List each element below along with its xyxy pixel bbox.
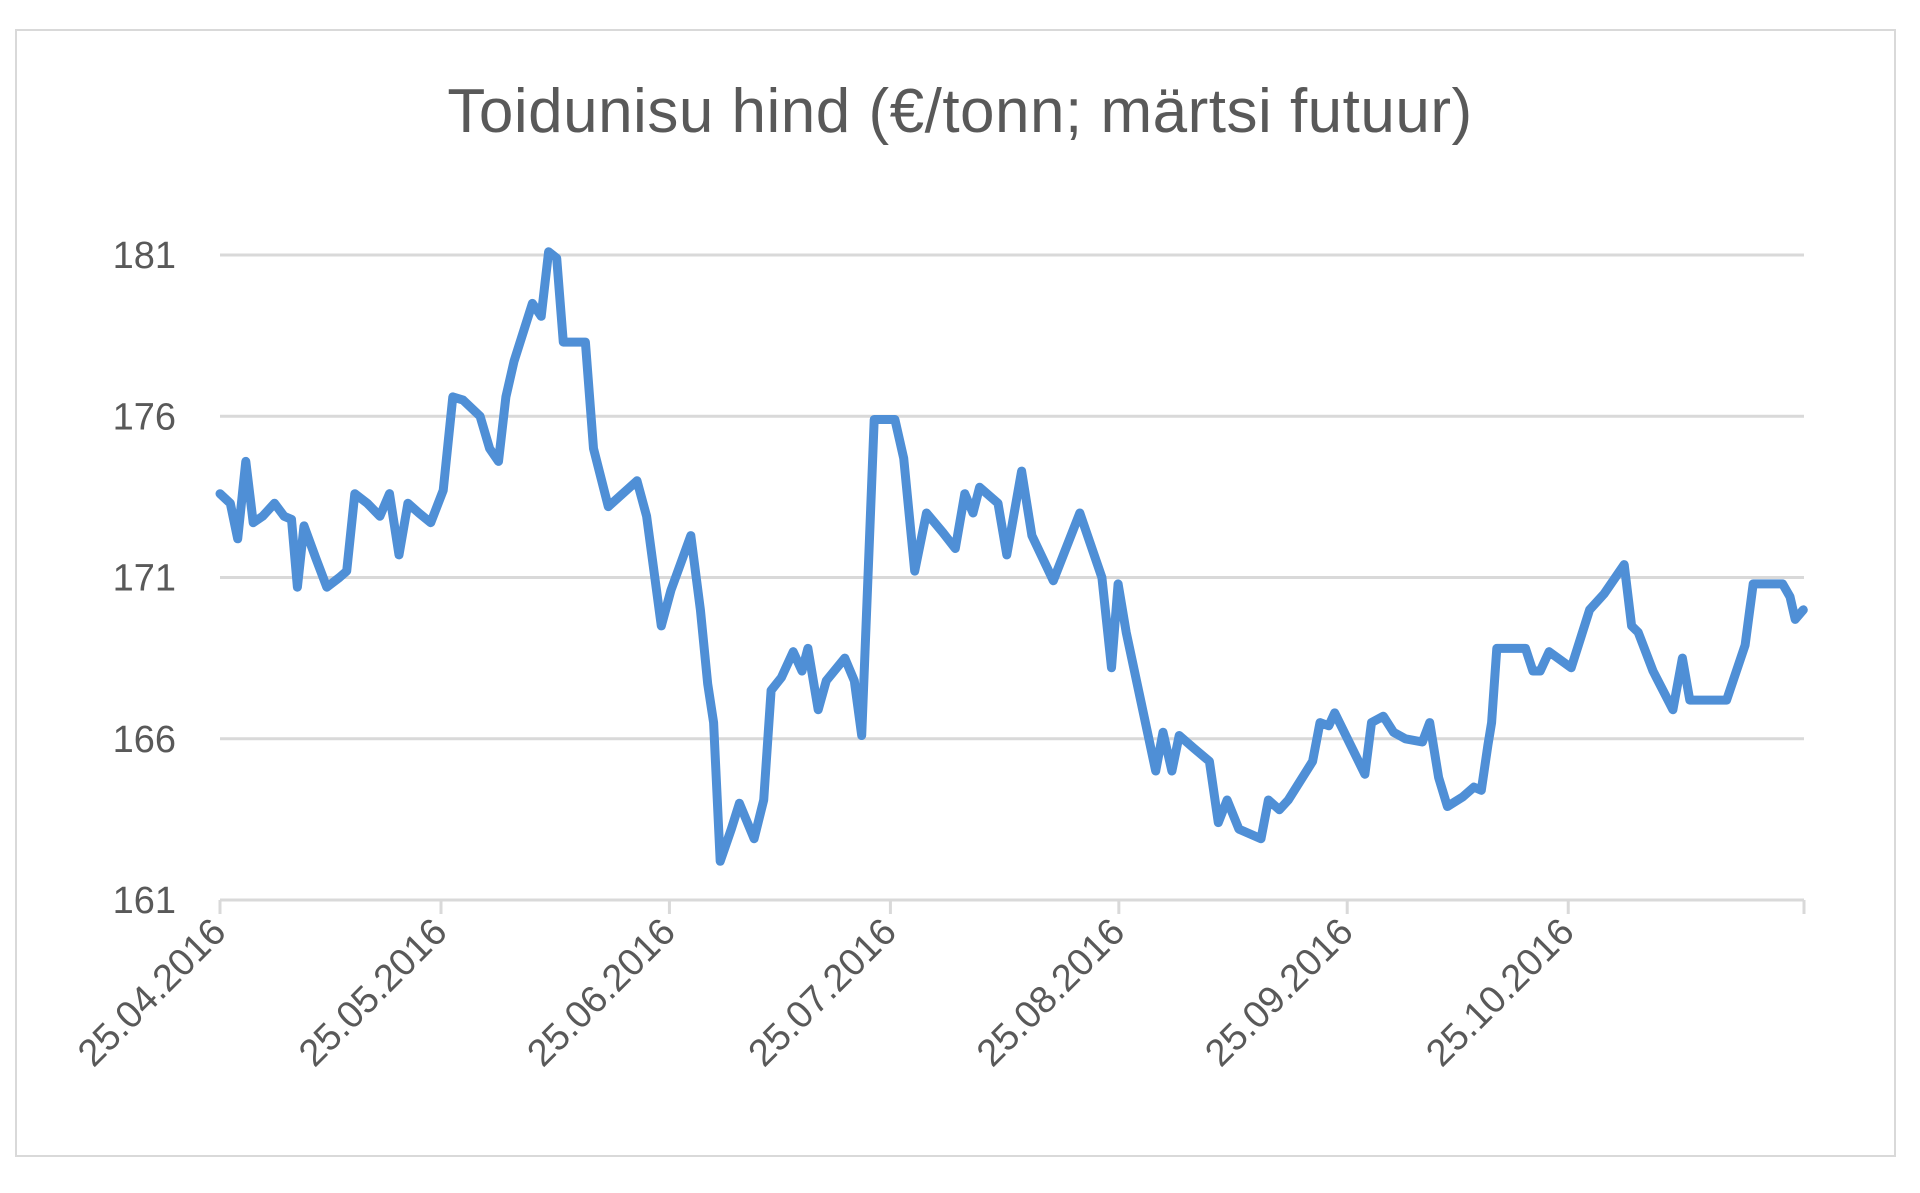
price-line — [215, 247, 1808, 866]
x-tick-label: 25.05.2016 — [291, 911, 455, 1075]
x-tick-label: 25.06.2016 — [520, 911, 684, 1075]
y-tick-label: 166 — [113, 719, 176, 761]
x-tick-label: 25.09.2016 — [1197, 911, 1361, 1075]
y-tick-label: 176 — [113, 396, 176, 438]
chart-frame — [15, 29, 1896, 1157]
x-tick-label: 25.10.2016 — [1418, 911, 1582, 1075]
x-tick-label: 25.08.2016 — [969, 911, 1133, 1075]
y-tick-label: 181 — [113, 235, 176, 277]
y-tick-label: 171 — [113, 558, 176, 600]
chart-title: Toidunisu hind (€/tonn; märtsi futuur) — [447, 77, 1473, 146]
x-axis: 25.04.2016 25.05.2016 25.06.2016 25.07.2016… — [70, 900, 1806, 1075]
y-axis-labels: 161 166 171 176 181 — [113, 235, 176, 922]
y-tick-label: 161 — [113, 880, 176, 922]
gridlines — [220, 253, 1804, 902]
x-tick-label: 25.07.2016 — [741, 911, 905, 1075]
x-tick-label: 25.04.2016 — [70, 911, 234, 1075]
